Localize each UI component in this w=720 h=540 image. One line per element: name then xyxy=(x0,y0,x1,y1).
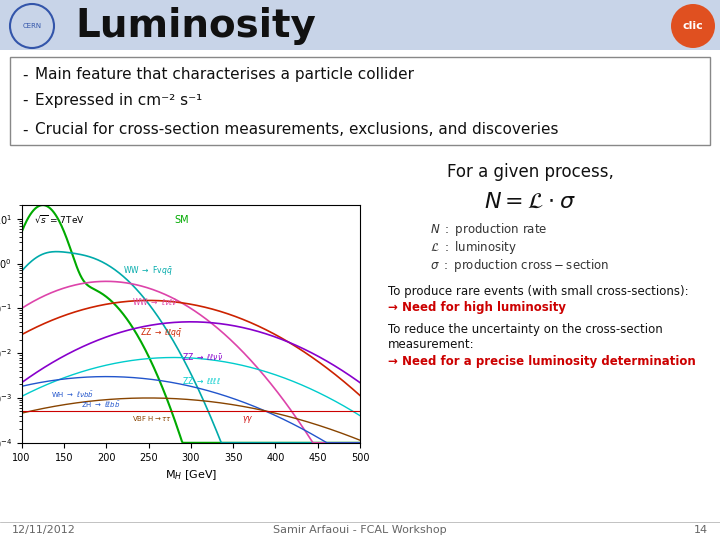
Text: ZH $\rightarrow$ $\ell\ell b\bar{b}$: ZH $\rightarrow$ $\ell\ell b\bar{b}$ xyxy=(81,400,120,410)
Text: ZZ $\rightarrow$ $\ell\ell\ell\ell$: ZZ $\rightarrow$ $\ell\ell\ell\ell$ xyxy=(182,375,221,387)
Text: VBF H$\rightarrow\tau\tau$: VBF H$\rightarrow\tau\tau$ xyxy=(132,414,172,423)
SM xyxy=(38,202,47,208)
Text: WW $\rightarrow$ $\ell\nu\ell\bar{\nu}$: WW $\rightarrow$ $\ell\nu\ell\bar{\nu}$ xyxy=(132,296,178,307)
Text: 12/11/2012: 12/11/2012 xyxy=(12,525,76,535)
Line: SM: SM xyxy=(22,205,360,443)
Text: SM: SM xyxy=(174,215,189,225)
X-axis label: M$_H$ [GeV]: M$_H$ [GeV] xyxy=(165,468,217,482)
Text: $\gamma\gamma$: $\gamma\gamma$ xyxy=(242,414,253,426)
Text: Crucial for cross-section measurements, exclusions, and discoveries: Crucial for cross-section measurements, … xyxy=(35,123,559,138)
SM xyxy=(17,229,26,235)
SM xyxy=(232,440,240,446)
Text: For a given process,: For a given process, xyxy=(446,163,613,181)
Text: $\sigma\ :\ \mathrm{production\ cross-section}$: $\sigma\ :\ \mathrm{production\ cross-se… xyxy=(430,258,609,274)
Text: To produce rare events (with small cross-sections):: To produce rare events (with small cross… xyxy=(388,286,688,299)
Text: Samir Arfaoui - FCAL Workshop: Samir Arfaoui - FCAL Workshop xyxy=(273,525,447,535)
FancyBboxPatch shape xyxy=(10,57,710,145)
Text: $\mathcal{L}\ :\ \mathrm{luminosity}$: $\mathcal{L}\ :\ \mathrm{luminosity}$ xyxy=(430,240,517,256)
SM xyxy=(152,370,161,376)
Text: → Need for a precise luminosity determination: → Need for a precise luminosity determin… xyxy=(388,355,696,368)
SM xyxy=(128,325,137,331)
Text: clic: clic xyxy=(683,21,703,31)
FancyBboxPatch shape xyxy=(0,0,720,50)
Text: Expressed in cm⁻² s⁻¹: Expressed in cm⁻² s⁻¹ xyxy=(35,92,202,107)
Text: Main feature that characterises a particle collider: Main feature that characterises a partic… xyxy=(35,68,414,83)
Text: measurement:: measurement: xyxy=(388,339,474,352)
SM xyxy=(265,440,274,446)
Text: 14: 14 xyxy=(694,525,708,535)
Text: WH $\rightarrow$ $\ell\nu b\bar{b}$: WH $\rightarrow$ $\ell\nu b\bar{b}$ xyxy=(51,389,94,400)
Text: $N = \mathcal{L} \cdot \sigma$: $N = \mathcal{L} \cdot \sigma$ xyxy=(484,191,576,213)
Text: -: - xyxy=(22,92,27,107)
SM xyxy=(356,440,364,446)
Text: → Need for high luminosity: → Need for high luminosity xyxy=(388,301,566,314)
Text: WW $\rightarrow$ Fv$q\bar{q}$: WW $\rightarrow$ Fv$q\bar{q}$ xyxy=(123,265,173,278)
Text: $\sqrt{s}$ = 7TeV: $\sqrt{s}$ = 7TeV xyxy=(35,213,85,225)
Text: ZZ $\rightarrow$ $\ell\ell\nu\bar{\nu}$: ZZ $\rightarrow$ $\ell\ell\nu\bar{\nu}$ xyxy=(182,351,224,362)
Text: $N\ :\ \mathrm{production\ rate}$: $N\ :\ \mathrm{production\ rate}$ xyxy=(430,221,547,239)
Circle shape xyxy=(671,4,715,48)
Text: Luminosity: Luminosity xyxy=(75,7,316,45)
SM xyxy=(264,440,272,446)
Text: ZZ $\rightarrow$ $\ell\ell q\bar{q}$: ZZ $\rightarrow$ $\ell\ell q\bar{q}$ xyxy=(140,326,182,339)
Text: -: - xyxy=(22,68,27,83)
SM xyxy=(59,226,68,233)
Text: CERN: CERN xyxy=(22,23,42,29)
Text: -: - xyxy=(22,123,27,138)
SM xyxy=(179,440,187,446)
Text: To reduce the uncertainty on the cross-section: To reduce the uncertainty on the cross-s… xyxy=(388,323,662,336)
